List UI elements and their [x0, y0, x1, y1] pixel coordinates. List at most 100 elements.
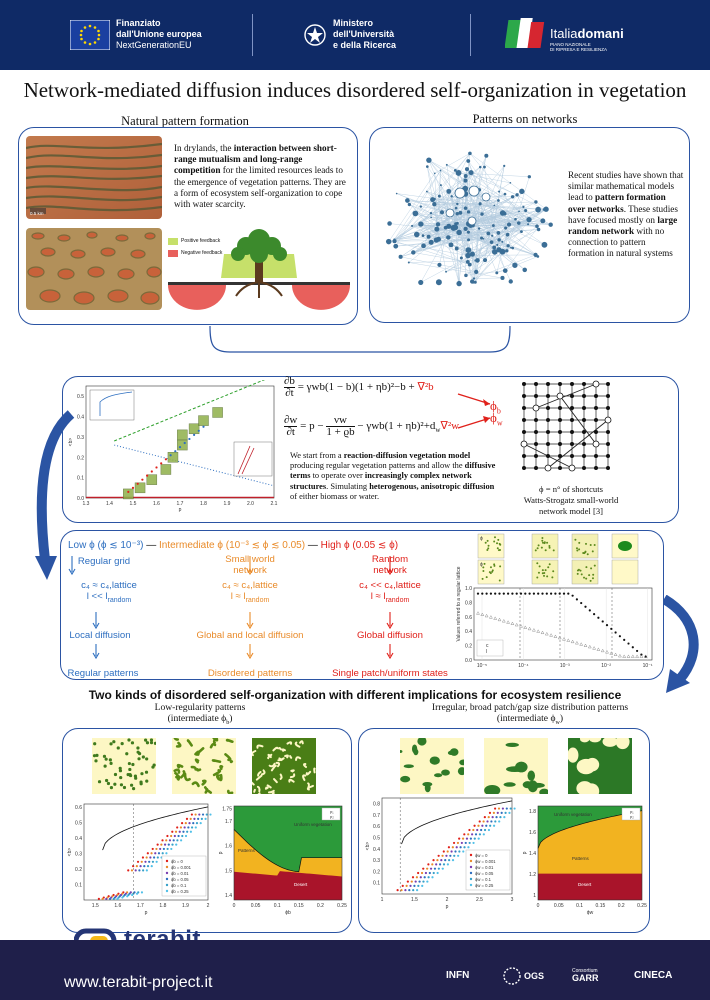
cineca-logo: CINECA: [634, 970, 673, 981]
biomass-series-point: [473, 837, 476, 840]
biomass-series-point: [185, 817, 189, 820]
ratio-c4-point: [597, 616, 600, 619]
biomass-series-point: [451, 858, 455, 862]
biomass-series-point: [500, 811, 503, 814]
biomass-series-point: [121, 896, 124, 899]
bif-pattern-thumb: [160, 464, 172, 475]
lattice-node: [533, 442, 538, 447]
ratio-ylabel: Values referred to a regular lattice: [456, 566, 462, 641]
network-node: [426, 234, 431, 239]
lattice-node: [592, 440, 600, 448]
network-node: [434, 226, 440, 232]
legend-positive-swatch: [168, 238, 178, 245]
network-node: [450, 195, 453, 198]
biomass-legend-marker: [165, 883, 169, 887]
lattice-node: [520, 440, 528, 448]
pattern-gap: [568, 747, 579, 763]
biomass-series-point: [459, 846, 462, 849]
bif-pattern-thumb: [167, 452, 179, 463]
lattice-node: [545, 430, 550, 435]
network-node: [514, 217, 517, 221]
pattern-spot: [131, 787, 136, 791]
phase-xtick: 0.1: [576, 903, 583, 909]
project-url[interactable]: www.terabit-project.it: [64, 974, 213, 991]
pattern-spot: [149, 738, 154, 742]
biomass-series-point: [437, 854, 440, 857]
network-node: [393, 238, 396, 241]
ratio-pattern-spot: [543, 572, 546, 575]
biomass-series-point: [197, 817, 200, 820]
pattern-spot: [141, 755, 145, 759]
phase-legend-b: p₂: [330, 814, 334, 819]
high-l: l ≈ l: [370, 591, 386, 602]
network-edge: [388, 173, 435, 242]
biomass-series-point: [480, 828, 483, 832]
network-node: [445, 163, 448, 166]
network-node: [548, 222, 553, 227]
network-node: [510, 246, 512, 249]
bif-xlabel: p: [179, 507, 182, 513]
phase-legend-box: [621, 807, 641, 821]
network-node: [524, 209, 528, 213]
biomass-xtick: 3: [511, 897, 514, 903]
ratio-c4-point: [494, 592, 497, 595]
network-node: [393, 243, 399, 249]
ratio-inset-phi-w: ϕ: [480, 562, 483, 568]
pattern-stripe: [226, 789, 234, 794]
network-node: [480, 236, 484, 240]
biomass-series-point: [138, 869, 141, 872]
lattice-node: [522, 418, 527, 423]
biomass-ylabel: <b>: [365, 842, 371, 851]
bif-point: [193, 433, 196, 436]
ministry-emblem-icon: [304, 24, 326, 46]
network-node: [465, 247, 472, 254]
pattern-stripe: [173, 768, 181, 774]
phi-caption: ϕ = n° of shortcuts: [539, 484, 603, 494]
pattern-gap: [615, 738, 630, 750]
phase-ytick: 1.75: [222, 806, 232, 812]
lattice-node: [558, 382, 563, 387]
network-edge: [412, 225, 511, 248]
network-edge: [408, 260, 476, 263]
network-edge: [415, 213, 489, 234]
ratio-ytick: 0.4: [465, 629, 472, 635]
network-node: [491, 234, 494, 237]
biomass-series-point: [499, 816, 502, 819]
bif-ytick: 0.2: [77, 455, 84, 461]
network-node: [433, 197, 436, 200]
biomass-series-point: [157, 852, 161, 855]
network-node: [477, 227, 481, 230]
legend-negative-swatch: [168, 250, 178, 257]
lattice-node: [582, 418, 587, 423]
biomass-series-point: [508, 811, 511, 814]
biomass-legend-box: [465, 849, 511, 891]
pattern-stripe: [224, 753, 232, 762]
pattern-blob: [503, 782, 516, 787]
high-l-sub: random: [385, 596, 410, 604]
network-node: [463, 174, 468, 178]
biomass-xtick: 1.6: [114, 903, 121, 909]
biomass-ytick: 0.3: [373, 858, 380, 864]
pattern-gap: [602, 738, 618, 747]
eq2-lhs-num: ∂w: [284, 414, 298, 427]
phase-desert-region: [538, 873, 642, 900]
biomass-ytick: 0.6: [75, 805, 82, 811]
pattern-stripe: [209, 742, 217, 749]
phi-w-label: ϕw: [490, 410, 503, 428]
ratio-pattern-spot: [499, 543, 502, 546]
lattice-node: [545, 442, 550, 447]
pattern-spot: [95, 753, 99, 757]
ratio-l-point: [583, 643, 588, 647]
biomass-legend-label: ϕw = 0.25: [475, 883, 494, 888]
ratio-l-point: [540, 630, 545, 634]
pattern-gap: [579, 738, 590, 743]
pattern-spot: [113, 772, 118, 777]
network-node: [496, 243, 499, 246]
network-node: [429, 211, 433, 215]
phase-ytick: 1.4: [225, 893, 232, 899]
network-node: [437, 194, 441, 198]
pattern-spot: [130, 741, 135, 745]
biomass-series-point: [151, 847, 154, 851]
network-edge: [469, 153, 547, 210]
eq1-rhs: = γwb(1 − b)(1 + ηb)²−b +: [297, 381, 418, 394]
